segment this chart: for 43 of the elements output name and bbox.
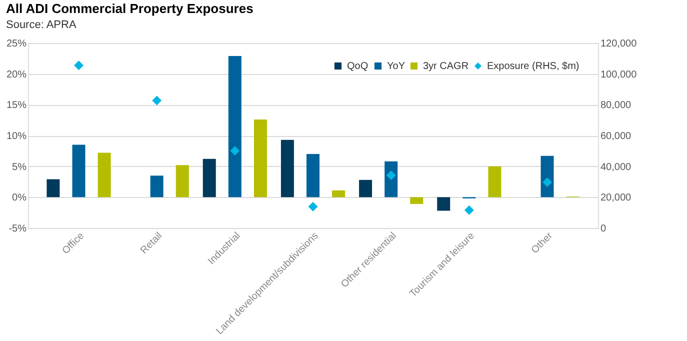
- y-tick-label: 10%: [6, 131, 27, 142]
- point: [464, 205, 474, 215]
- bar: [98, 152, 111, 198]
- y2-tick-label: 100,000: [600, 69, 638, 80]
- legend-label: QoQ: [347, 61, 368, 72]
- chart-title: All ADI Commercial Property Exposures: [6, 1, 254, 16]
- point: [542, 177, 552, 187]
- y2-tick-label: 0: [600, 224, 606, 234]
- legend-label: 3yr CAGR: [423, 61, 469, 72]
- chart-subtitle: Source: APRA: [6, 19, 77, 31]
- bar: [306, 154, 320, 198]
- bar: [202, 158, 216, 198]
- y2-tick-label: 60,000: [600, 131, 632, 142]
- bar: [540, 156, 554, 198]
- bar: [176, 165, 189, 198]
- bar: [384, 161, 398, 198]
- bar: [437, 197, 450, 211]
- legend-label: YoY: [387, 61, 406, 72]
- point: [152, 96, 162, 106]
- bar: [280, 140, 294, 198]
- y2-tick-label: 80,000: [600, 100, 632, 112]
- bar: [410, 197, 424, 204]
- y-tick-label: 25%: [6, 38, 27, 50]
- y-tick-label: 5%: [12, 162, 27, 173]
- bar: [488, 166, 502, 198]
- bar: [46, 179, 60, 198]
- legend-label: Exposure (RHS, $m): [487, 61, 580, 72]
- y2-tick-label: 120,000: [600, 38, 638, 50]
- bar: [72, 144, 86, 198]
- bar: [359, 180, 372, 198]
- bar: [254, 119, 267, 198]
- y-tick-label: 15%: [6, 100, 27, 112]
- bar: [150, 176, 164, 198]
- y-tick-label: 0%: [12, 192, 27, 204]
- point: [74, 60, 84, 70]
- y2-tick-label: 20,000: [600, 192, 632, 204]
- point: [308, 202, 318, 212]
- y2-tick-label: 40,000: [600, 162, 632, 173]
- y-tick-label: 20%: [6, 69, 27, 80]
- y-tick-label: -5%: [8, 224, 27, 234]
- bar: [228, 56, 242, 198]
- bar: [332, 190, 346, 198]
- point: [230, 146, 240, 156]
